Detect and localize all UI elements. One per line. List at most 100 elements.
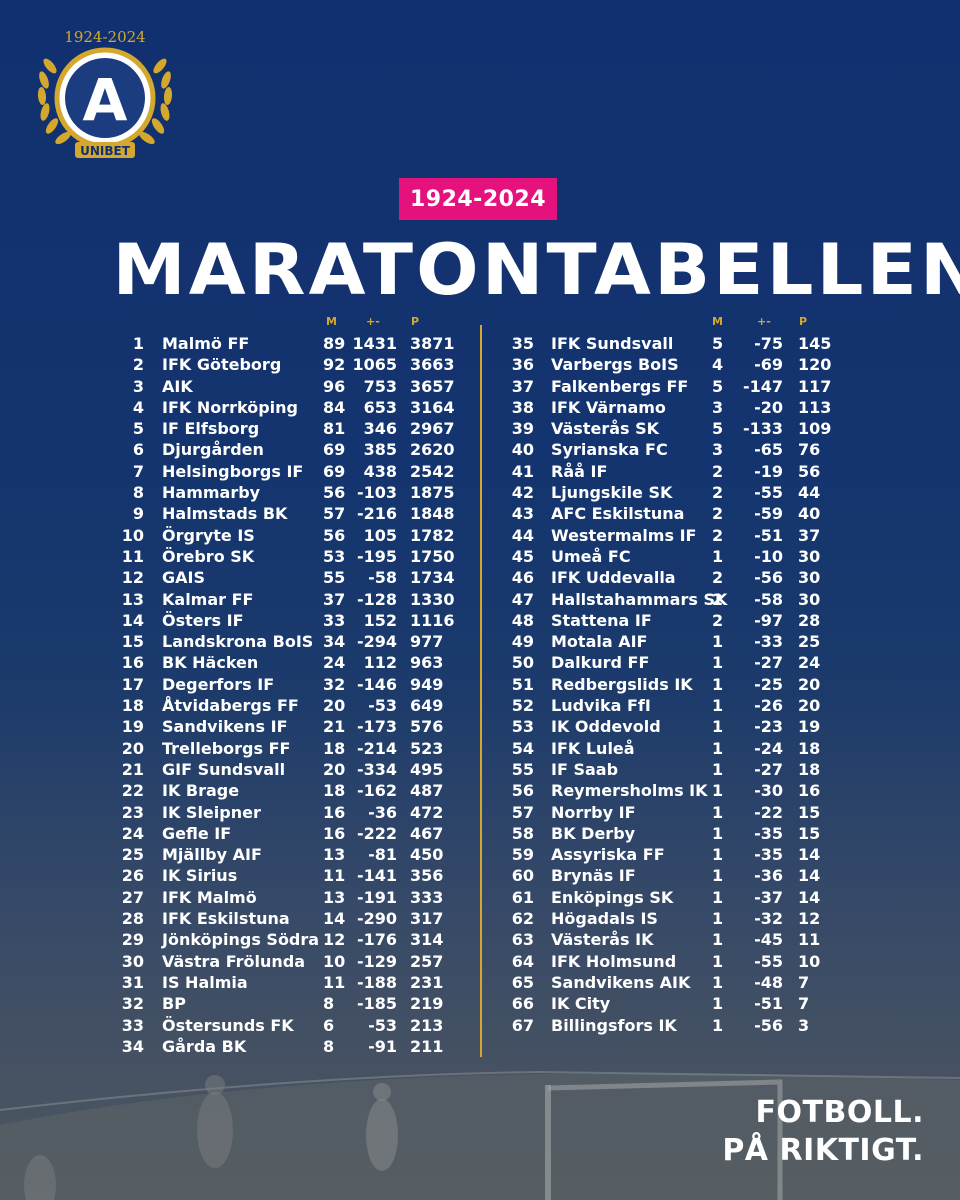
slogan-line-2: PÅ RIKTIGT.: [722, 1133, 924, 1168]
points-cell: 7: [798, 994, 810, 1014]
team-name: Djurgården: [162, 440, 264, 460]
points-cell: 20: [798, 696, 821, 716]
rank-cell: 60: [511, 866, 534, 886]
rank-cell: 21: [121, 759, 144, 779]
matches-cell: 1: [712, 866, 724, 886]
rank-cell: 25: [121, 845, 144, 865]
points-cell: 19: [798, 717, 821, 737]
rank-cell: 23: [121, 802, 144, 822]
points-cell: 467: [410, 823, 444, 843]
team-name: IFK Malmö: [162, 887, 257, 907]
matches-cell: 14: [323, 909, 346, 929]
team-name: Åtvidabergs FF: [162, 696, 299, 716]
goal-diff-cell: 346: [363, 419, 397, 439]
points-cell: 1734: [410, 568, 455, 588]
rank-cell: 65: [511, 972, 534, 992]
points-cell: 523: [410, 738, 444, 758]
matches-cell: 1: [712, 845, 724, 865]
matches-cell: 34: [323, 632, 346, 652]
goal-diff-cell: -188: [356, 972, 397, 992]
matches-cell: 1: [712, 951, 724, 971]
team-name: Motala AIF: [551, 632, 648, 652]
goal-diff-cell: -214: [356, 738, 397, 758]
goal-diff-cell: -33: [754, 632, 783, 652]
rank-cell: 22: [121, 781, 144, 801]
matches-cell: 2: [712, 461, 724, 481]
matches-cell: 1: [712, 1015, 724, 1035]
team-name: Sandvikens AIK: [551, 972, 691, 992]
points-cell: 949: [410, 674, 444, 694]
rank-cell: 19: [121, 717, 144, 737]
team-name: Degerfors IF: [162, 674, 275, 694]
points-cell: 16: [798, 781, 821, 801]
team-name: IFK Sundsvall: [551, 334, 674, 353]
team-name: Mjällby AIF: [162, 845, 262, 865]
rank-cell: 17: [121, 674, 144, 694]
rank-cell: 26: [121, 866, 144, 886]
team-name: Landskrona BoIS: [162, 632, 314, 652]
rank-cell: 1: [132, 334, 144, 353]
goal-diff-cell: -65: [754, 440, 783, 460]
matches-cell: 89: [323, 334, 346, 353]
team-name: IK Oddevold: [551, 717, 661, 737]
col-header-p-right: P: [799, 315, 808, 328]
rank-cell: 33: [121, 1015, 144, 1035]
logo-letter: A: [83, 66, 128, 134]
points-cell: 24: [798, 653, 821, 673]
rank-cell: 14: [121, 610, 144, 630]
matches-cell: 1: [712, 781, 724, 801]
team-name: Västra Frölunda: [162, 951, 306, 971]
matches-cell: 69: [323, 461, 346, 481]
team-name: Halmstads BK: [162, 504, 288, 524]
points-cell: 3657: [410, 376, 455, 396]
points-cell: 211: [410, 1036, 444, 1056]
points-cell: 356: [410, 866, 444, 886]
points-cell: 10: [798, 951, 821, 971]
logo-years: 1924-2024: [64, 28, 145, 46]
team-name: Hammarby: [162, 483, 261, 503]
points-cell: 117: [798, 376, 832, 396]
goal-diff-cell: -59: [754, 504, 783, 524]
matches-cell: 20: [323, 696, 346, 716]
points-cell: 30: [798, 568, 821, 588]
team-name: IFK Luleå: [551, 738, 635, 758]
rank-cell: 5: [132, 419, 144, 439]
team-name: Högadals IS: [551, 909, 658, 929]
points-cell: 213: [410, 1015, 444, 1035]
goal-diff-cell: -191: [356, 887, 397, 907]
points-cell: 3164: [410, 397, 455, 417]
goal-diff-cell: 753: [363, 376, 397, 396]
points-cell: 12: [798, 909, 821, 929]
goal-diff-cell: -53: [368, 696, 397, 716]
points-cell: 30: [798, 589, 821, 609]
matches-cell: 1: [712, 972, 724, 992]
goal-diff-cell: -10: [754, 546, 783, 566]
matches-cell: 2: [712, 504, 724, 524]
goal-diff-cell: -20: [754, 397, 783, 417]
team-name: Redbergslids IK: [551, 674, 693, 694]
team-name: Brynäs IF: [551, 866, 636, 886]
matches-cell: 6: [323, 1015, 335, 1035]
points-cell: 963: [410, 653, 444, 673]
team-name: Varbergs BoIS: [551, 355, 679, 375]
goal-diff-cell: -27: [754, 759, 783, 779]
points-cell: 487: [410, 781, 444, 801]
logo-sponsor: UNIBET: [80, 144, 131, 158]
rank-cell: 15: [121, 632, 144, 652]
rank-cell: 49: [511, 632, 534, 652]
points-cell: 219: [410, 994, 444, 1014]
matches-cell: 56: [323, 525, 346, 545]
rank-cell: 43: [511, 504, 534, 524]
goal-diff-cell: -35: [754, 823, 783, 843]
matches-cell: 5: [712, 334, 724, 353]
points-cell: 576: [410, 717, 444, 737]
matches-cell: 84: [323, 397, 346, 417]
team-name: Billingsfors IK: [551, 1015, 677, 1035]
slogan: FOTBOLL. PÅ RIKTIGT.: [722, 1094, 924, 1170]
goal-diff-cell: -19: [754, 461, 783, 481]
rank-cell: 35: [511, 334, 534, 353]
rank-cell: 12: [121, 568, 144, 588]
goal-diff-cell: -22: [754, 802, 783, 822]
rank-cell: 28: [121, 909, 144, 929]
points-cell: 120: [798, 355, 832, 375]
